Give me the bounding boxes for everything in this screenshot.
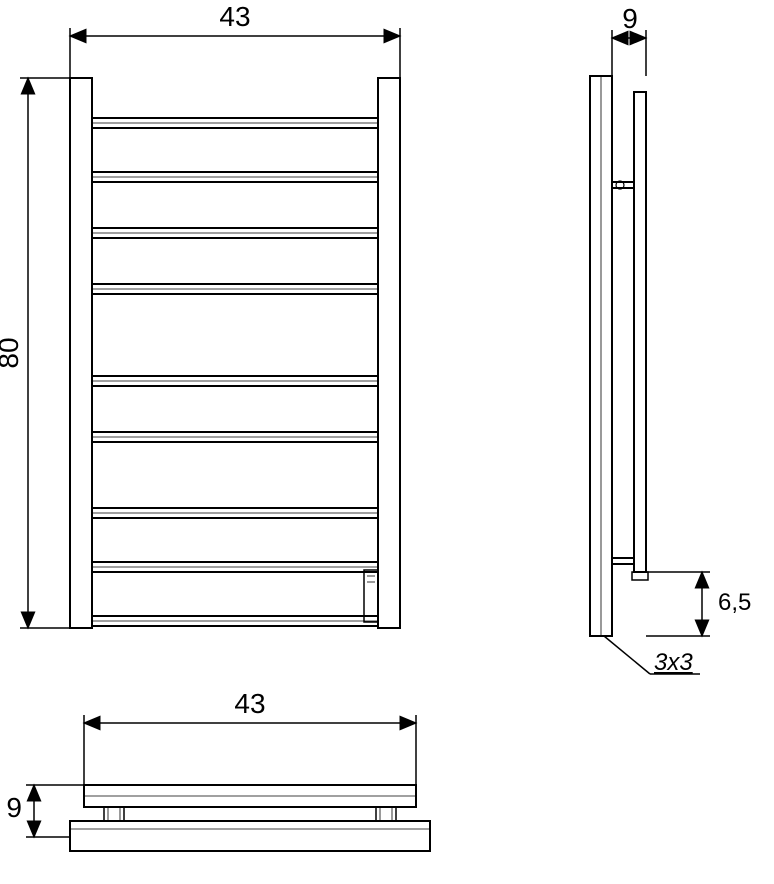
- side-cross-label: 3x3: [654, 649, 693, 676]
- side-gap-label: 6,5: [718, 589, 751, 616]
- top-left-connector: [104, 807, 124, 821]
- front-right-post: [378, 78, 400, 628]
- front-height-label: 80: [0, 337, 24, 368]
- front-bars: [92, 118, 378, 626]
- side-depth-label: 9: [622, 3, 638, 34]
- side-view: 9 6,5 3x3: [590, 3, 751, 676]
- front-width-label: 43: [219, 1, 250, 32]
- top-width-label: 43: [234, 688, 265, 719]
- side-back-plate: [634, 92, 646, 572]
- top-depth-label: 9: [6, 792, 22, 823]
- top-base-plate: [70, 821, 430, 851]
- top-right-connector: [376, 807, 396, 821]
- top-view: 43 9: [6, 688, 430, 851]
- front-left-post: [70, 78, 92, 628]
- front-view: 43 80: [0, 1, 400, 628]
- front-heater-box: [364, 570, 378, 622]
